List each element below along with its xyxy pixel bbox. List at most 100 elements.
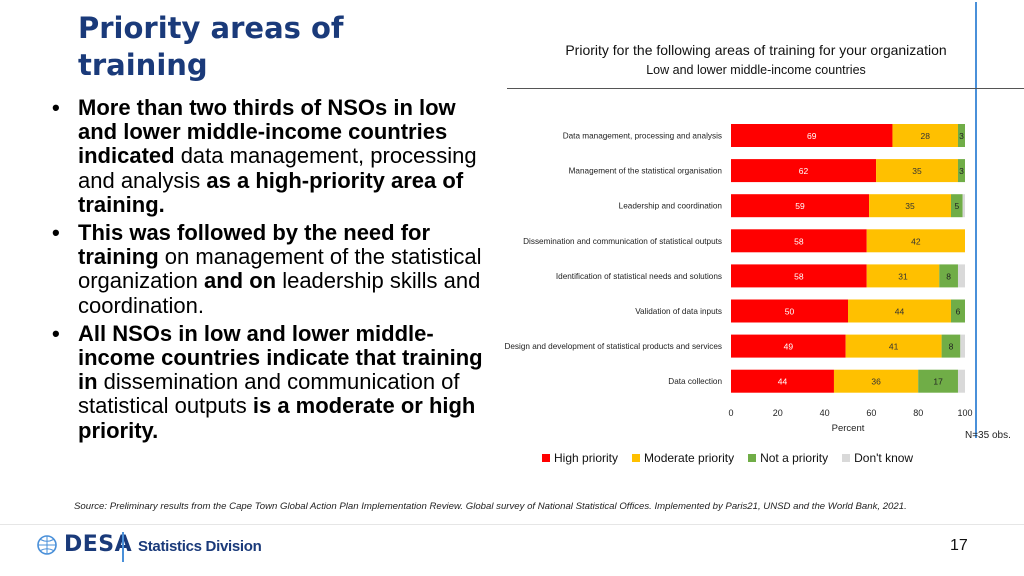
data-label: 50 [785, 307, 795, 317]
bar-segment [950, 299, 965, 323]
data-label: 35 [912, 166, 922, 176]
bar-segment [957, 124, 965, 147]
observation-note: N=35 obs. [965, 430, 1011, 441]
legend-swatch [748, 454, 757, 462]
x-axis-label: Percent [832, 423, 865, 434]
data-label: 59 [795, 201, 805, 211]
bar-segment [845, 334, 942, 358]
bar-segment [731, 264, 867, 288]
data-label: 41 [889, 342, 899, 352]
data-label: 44 [895, 307, 905, 317]
chart-header-divider [507, 88, 1024, 89]
category-label: Validation of data inputs [635, 307, 722, 316]
legend-swatch [632, 454, 641, 462]
slide-title: Priority areas of training [78, 10, 438, 84]
category-label: Leadership and coordination [619, 202, 723, 211]
legend-swatch [542, 454, 550, 462]
data-label: 49 [784, 342, 794, 352]
bar-segment [731, 159, 877, 183]
data-label: 17 [933, 377, 943, 387]
legend-item: Not a priority [748, 451, 828, 465]
data-label: 8 [949, 342, 954, 352]
data-label: 31 [898, 271, 908, 281]
bar-segment [957, 264, 965, 288]
x-tick-label: 40 [820, 408, 830, 418]
bar-segment [950, 194, 963, 218]
x-tick-label: 80 [913, 408, 923, 418]
bar-segment [848, 299, 951, 323]
bullet-text: on management of the statistical organiz… [78, 244, 482, 294]
chart-title: Priority for the following areas of trai… [565, 42, 947, 58]
bar-segment [892, 124, 958, 147]
bullet-item: This was followed by the need for traini… [50, 220, 490, 318]
data-label: 35 [905, 201, 915, 211]
category-label: Identification of statistical needs and … [556, 272, 722, 281]
x-tick-label: 100 [957, 408, 972, 418]
bar-segment [866, 229, 965, 253]
chart-subtitle: Low and lower middle-income countries [646, 63, 866, 77]
page-number: 17 [950, 537, 968, 554]
bullet-text: This was followed by the need for traini… [78, 220, 431, 270]
data-label: 3 [959, 131, 964, 141]
logo-separator [122, 532, 124, 562]
bar-segment [731, 334, 846, 358]
bar-segment [869, 194, 951, 218]
bar-segment [731, 194, 870, 218]
bullet-text: and on [203, 268, 283, 294]
legend-item: High priority [542, 451, 618, 465]
data-label: 28 [920, 131, 930, 141]
legend-swatch [842, 454, 851, 462]
vertical-divider [975, 2, 977, 438]
bar-segment [833, 369, 919, 393]
data-label: 5 [954, 201, 959, 211]
data-label: 69 [807, 131, 817, 141]
data-label: 42 [911, 236, 921, 246]
bullet-list: More than two thirds of NSOs in low and … [50, 95, 490, 447]
bullet-text: All NSOs in low and lower middle-income … [78, 320, 483, 395]
bar-segment [941, 334, 961, 358]
bar-segment [918, 369, 958, 393]
slide-title-line-2: training [78, 48, 208, 82]
bar-segment [731, 124, 893, 147]
bullet-item: All NSOs in low and lower middle-income … [50, 320, 490, 443]
footer-divider [0, 524, 1024, 525]
data-label: 62 [799, 166, 809, 176]
bullet-text: More than two thirds of NSOs in low and … [78, 95, 456, 169]
bar-segment [731, 229, 867, 253]
logo-text: DESA [64, 532, 133, 557]
data-label: 3 [959, 166, 964, 176]
bullet-text: is a moderate or high priority. [78, 393, 476, 443]
bar-segment [960, 334, 965, 358]
bar-segment [731, 299, 848, 323]
category-label: Design and development of statistical pr… [504, 342, 722, 351]
legend-label: High priority [554, 451, 619, 465]
desa-logo: DESA [36, 532, 132, 557]
data-label: 36 [871, 377, 881, 387]
bullet-item: More than two thirds of NSOs in low and … [50, 95, 490, 217]
bar-segment [957, 159, 965, 183]
x-tick-label: 0 [728, 408, 733, 418]
legend-label: Not a priority [760, 451, 829, 465]
data-label: 8 [946, 271, 951, 281]
data-label: 58 [794, 236, 804, 246]
chart-legend: High priority Moderate priority Not a prio… [542, 451, 913, 465]
legend-item: Don't know [842, 451, 913, 465]
category-label: Dissemination and communication of stati… [523, 237, 722, 246]
data-label: 44 [778, 377, 788, 387]
bullet-text: leadership skills and coordination. [78, 268, 481, 318]
slide-title-line-1: Priority areas of [78, 11, 344, 45]
category-label: Data collection [668, 377, 722, 386]
bar-segment [939, 264, 958, 288]
bar-segment [876, 159, 958, 183]
data-label: 58 [794, 271, 804, 281]
legend-label: Don't know [854, 451, 914, 465]
bar-segment [962, 194, 965, 218]
source-note: Source: Preliminary results from the Cap… [74, 501, 907, 512]
bullet-text: as a high-priority area of training. [78, 167, 464, 217]
legend-label: Moderate priority [644, 451, 735, 465]
un-emblem-icon [37, 534, 57, 555]
category-label: Data management, processing and analysis [563, 132, 722, 141]
data-label: 6 [956, 307, 961, 317]
category-label: Management of the statistical organisati… [569, 167, 723, 176]
